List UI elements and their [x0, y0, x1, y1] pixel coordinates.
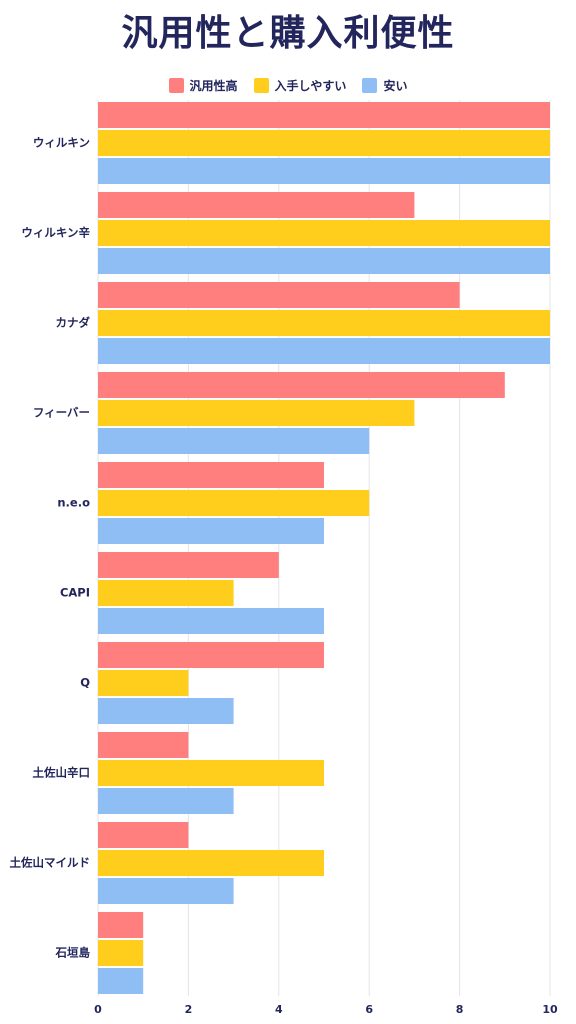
category-label: ウィルキン — [33, 136, 90, 150]
legend-item-versatility: 汎用性高 — [168, 77, 238, 94]
bar — [98, 338, 550, 364]
bar — [98, 428, 370, 454]
bar — [98, 608, 324, 634]
legend-item-cheap: 安い — [362, 77, 407, 94]
category-label: 石垣島 — [55, 946, 91, 960]
legend-label-versatility: 汎用性高 — [189, 78, 238, 93]
bar — [98, 878, 234, 904]
bar — [98, 462, 324, 488]
legend-swatch-availability — [253, 77, 269, 93]
bar — [98, 912, 144, 938]
bar — [98, 822, 189, 848]
bar — [98, 130, 550, 156]
legend-swatch-cheap — [362, 77, 378, 93]
bar — [98, 372, 505, 398]
category-label: 土佐山マイルド — [10, 856, 91, 870]
chart-title: 汎用性と購入利便性 — [121, 13, 455, 54]
bar — [98, 158, 550, 184]
bar — [98, 192, 415, 218]
category-label: Q — [80, 676, 90, 690]
bar — [98, 642, 324, 668]
bar — [98, 310, 550, 336]
bar — [98, 698, 234, 724]
legend-label-availability: 入手しやすい — [274, 78, 347, 93]
x-tick-label: 4 — [275, 1003, 283, 1016]
category-label: 土佐山辛口 — [33, 766, 91, 780]
x-tick-label: 10 — [542, 1003, 558, 1016]
bar — [98, 732, 189, 758]
bar — [98, 552, 279, 578]
x-tick-label: 6 — [365, 1003, 373, 1016]
bar — [98, 670, 189, 696]
bar — [98, 220, 550, 246]
category-label: ウィルキン辛 — [21, 226, 90, 240]
category-label: n.e.o — [57, 496, 90, 510]
bar — [98, 580, 234, 606]
bar — [98, 282, 460, 308]
bar — [98, 788, 234, 814]
category-label: カナダ — [56, 316, 91, 330]
legend-label-cheap: 安い — [383, 78, 408, 93]
bar — [98, 248, 550, 274]
bar — [98, 940, 144, 966]
category-label: フィーバー — [33, 406, 90, 420]
x-tick-label: 0 — [94, 1003, 102, 1016]
x-tick-label: 8 — [456, 1003, 464, 1016]
bar — [98, 518, 324, 544]
bar — [98, 400, 415, 426]
bar — [98, 968, 144, 994]
bar — [98, 490, 370, 516]
legend-item-availability: 入手しやすい — [253, 77, 347, 94]
bar — [98, 850, 324, 876]
legend: 汎用性高 入手しやすい 安い — [0, 74, 576, 96]
legend-swatch-versatility — [168, 77, 184, 93]
x-tick-label: 2 — [185, 1003, 193, 1016]
bar — [98, 102, 550, 128]
category-label: CAPI — [60, 586, 90, 600]
bar — [98, 760, 324, 786]
